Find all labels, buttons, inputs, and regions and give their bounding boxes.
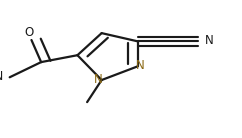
Text: N: N xyxy=(136,59,145,72)
Text: O: O xyxy=(24,26,34,39)
Text: N: N xyxy=(94,73,103,86)
Text: N: N xyxy=(205,34,214,47)
Text: H₂N: H₂N xyxy=(0,70,4,83)
